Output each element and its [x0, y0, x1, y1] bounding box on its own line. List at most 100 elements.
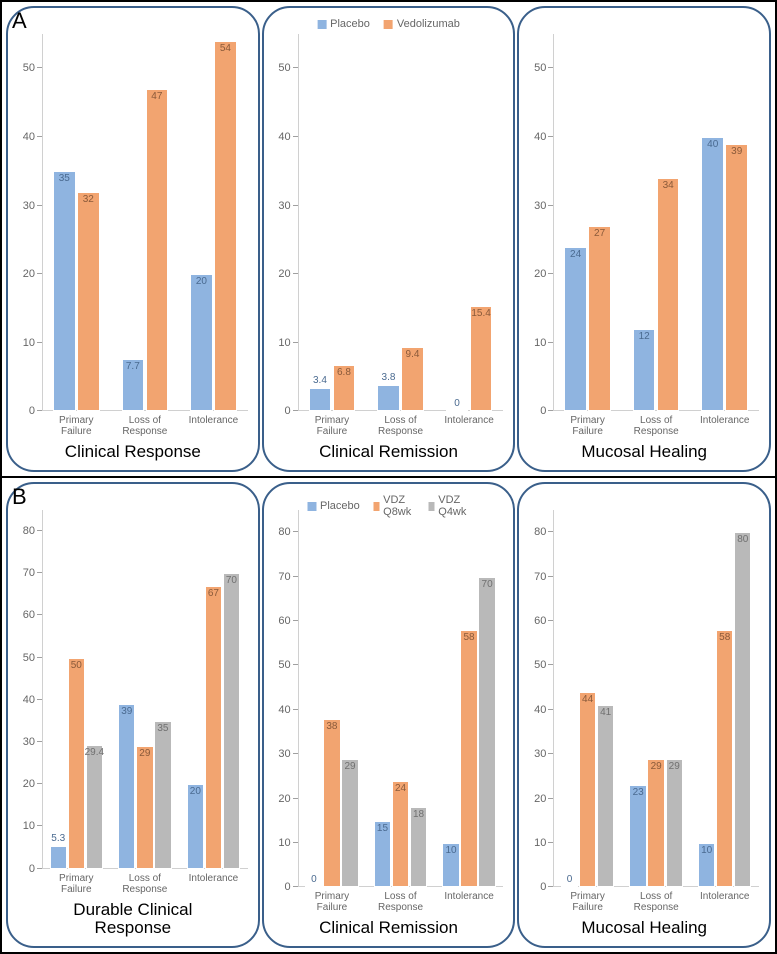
bar — [597, 705, 614, 887]
panel-letter-A: A — [12, 8, 27, 34]
bar — [564, 247, 587, 412]
chart-panel: 01020304050Primary FailureLoss of Respon… — [517, 6, 771, 472]
bar-value-label: 40 — [707, 137, 718, 150]
legend-label: VDZ Q4wk — [438, 494, 470, 518]
chart-area: 01020304050607080Primary FailureLoss of … — [270, 492, 508, 917]
x-tick-label: Intolerance — [189, 873, 238, 884]
y-tick-label: 40 — [534, 704, 546, 716]
bar-value-label: 3.8 — [382, 372, 396, 383]
x-tick-label: Primary Failure — [570, 415, 604, 437]
y-tick-label: 50 — [278, 659, 290, 671]
y-tick-label: 30 — [278, 748, 290, 760]
y-tick-label: 0 — [29, 863, 35, 875]
legend-swatch — [307, 502, 316, 511]
bar-value-label: 6.8 — [337, 365, 351, 378]
bar-value-label: 67 — [208, 586, 219, 599]
x-tick-label: Primary Failure — [315, 415, 349, 437]
bar-value-label: 47 — [151, 89, 162, 102]
legend-item: VDZ Q4wk — [429, 494, 470, 518]
legend: PlaceboVedolizumab — [317, 18, 460, 30]
panel-title: Durable Clinical Response — [14, 899, 252, 942]
y-tick-label: 40 — [23, 131, 35, 143]
plot-region: 01020304050Primary FailureLoss of Respon… — [553, 34, 759, 411]
bar-value-label: 70 — [226, 573, 237, 586]
figure-container: A 01020304050Primary FailureLoss of Resp… — [0, 0, 777, 954]
chart-panel: 01020304050607080Primary FailureLoss of … — [6, 482, 260, 948]
bar-value-label: 35 — [157, 721, 168, 734]
panel-title: Clinical Remission — [270, 441, 508, 466]
bar-value-label: 24 — [570, 247, 581, 260]
y-tick-label: 40 — [278, 704, 290, 716]
bar — [53, 171, 76, 411]
bar — [205, 586, 222, 869]
legend-swatch — [374, 502, 379, 511]
bar — [460, 630, 477, 887]
y-tick-label: 30 — [534, 748, 546, 760]
chart-panel: 01020304050607080Primary FailureLoss of … — [262, 482, 516, 948]
bar — [146, 89, 169, 411]
y-tick-label: 10 — [278, 337, 290, 349]
chart-area: 01020304050607080Primary FailureLoss of … — [14, 492, 252, 899]
y-tick-label: 50 — [534, 659, 546, 671]
bar-value-label: 39 — [731, 144, 742, 157]
y-tick-label: 80 — [278, 526, 290, 538]
y-tick-label: 30 — [23, 200, 35, 212]
chart-area: 01020304050607080Primary FailureLoss of … — [525, 492, 763, 917]
chart-panel: 01020304050607080Primary FailureLoss of … — [517, 482, 771, 948]
y-tick-label: 40 — [534, 131, 546, 143]
bar-value-label: 29 — [651, 759, 662, 772]
bar-value-label: 41 — [600, 705, 611, 718]
x-tick-label: Primary Failure — [315, 891, 349, 913]
y-tick-label: 10 — [278, 837, 290, 849]
bar-value-label: 39 — [121, 704, 132, 717]
panels-row-A: 01020304050Primary FailureLoss of Respon… — [2, 2, 775, 476]
y-tick-label: 20 — [278, 268, 290, 280]
bar-value-label: 80 — [737, 532, 748, 545]
bar-value-label: 27 — [594, 226, 605, 239]
bar-value-label: 29 — [669, 759, 680, 772]
y-tick-label: 20 — [534, 268, 546, 280]
x-tick-label: Intolerance — [700, 415, 749, 426]
plot-region: 01020304050607080Primary FailureLoss of … — [553, 510, 759, 887]
bar — [392, 781, 409, 888]
x-tick-label: Loss of Response — [122, 415, 167, 437]
x-tick-label: Primary Failure — [570, 891, 604, 913]
bar-value-label: 0 — [311, 874, 317, 885]
y-tick-label: 30 — [534, 200, 546, 212]
bar — [657, 178, 680, 411]
y-tick-label: 20 — [23, 268, 35, 280]
bar — [154, 721, 171, 869]
y-tick-label: 40 — [23, 694, 35, 706]
bar — [478, 577, 495, 888]
y-tick-label: 70 — [534, 571, 546, 583]
bar-value-label: 29 — [139, 746, 150, 759]
bar — [734, 532, 751, 887]
y-tick-label: 70 — [278, 571, 290, 583]
bar-value-label: 10 — [701, 843, 712, 856]
bar-value-label: 34 — [663, 178, 674, 191]
x-tick-label: Intolerance — [444, 891, 493, 902]
plot-region: 01020304050Primary FailureLoss of Respon… — [298, 34, 504, 411]
y-tick-label: 10 — [23, 337, 35, 349]
legend-label: Placebo — [320, 500, 360, 512]
bar — [136, 746, 153, 868]
bar-value-label: 58 — [464, 630, 475, 643]
bar-value-label: 38 — [326, 719, 337, 732]
y-tick-label: 20 — [23, 778, 35, 790]
y-tick-label: 30 — [278, 200, 290, 212]
legend-item: VDZ Q8wk — [374, 494, 415, 518]
chart-area: 01020304050Primary FailureLoss of Respon… — [270, 16, 508, 441]
y-tick-label: 70 — [23, 567, 35, 579]
x-tick-label: Primary Failure — [59, 873, 93, 895]
panels-row-B: 01020304050607080Primary FailureLoss of … — [2, 478, 775, 952]
y-tick-label: 0 — [29, 405, 35, 417]
bar — [77, 192, 100, 412]
y-tick-label: 0 — [285, 405, 291, 417]
bar-value-label: 18 — [413, 807, 424, 820]
x-tick-label: Intolerance — [189, 415, 238, 426]
bar — [68, 658, 85, 869]
x-tick-label: Loss of Response — [378, 415, 423, 437]
bar — [470, 306, 493, 412]
bar-value-label: 54 — [220, 41, 231, 54]
chart-area: 01020304050Primary FailureLoss of Respon… — [14, 16, 252, 441]
